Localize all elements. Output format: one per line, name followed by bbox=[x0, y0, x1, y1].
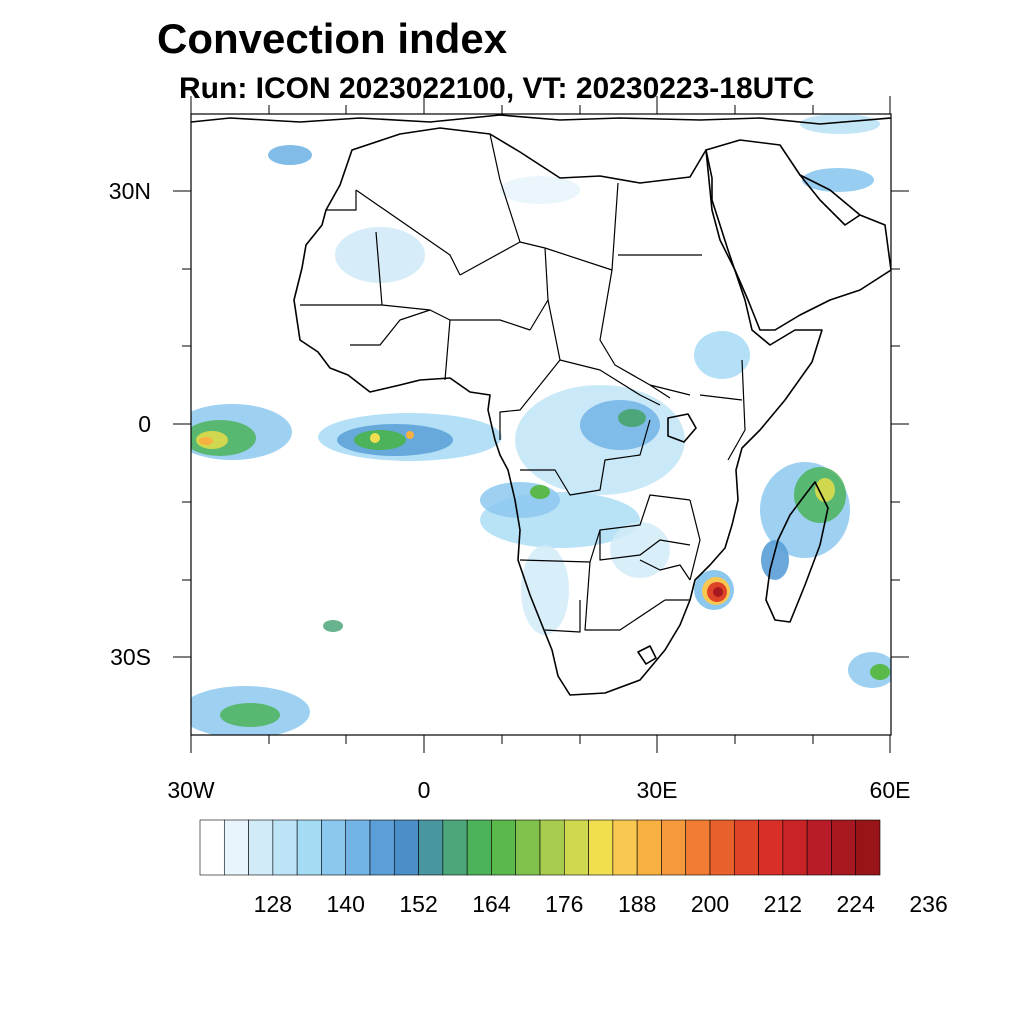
colorbar-cell bbox=[442, 819, 468, 876]
colorbar-tick-label: 152 bbox=[399, 891, 438, 917]
colorbar-cell bbox=[199, 819, 225, 876]
colorbar-cell bbox=[636, 819, 662, 876]
lat-label-0: 0 bbox=[138, 411, 151, 437]
coastlines bbox=[191, 114, 891, 696]
field-blob bbox=[335, 227, 425, 283]
border bbox=[355, 189, 461, 276]
colorbar-cell bbox=[733, 819, 759, 876]
colorbar bbox=[199, 819, 881, 876]
colorbar-tick-label: 224 bbox=[836, 891, 875, 917]
lat-ticks bbox=[173, 190, 909, 658]
africa-coastline bbox=[293, 127, 823, 696]
field-blob bbox=[870, 664, 890, 680]
colorbar-cell bbox=[831, 819, 857, 876]
chart-subtitle: Run: ICON 2023022100, VT: 20230223-18UTC bbox=[179, 72, 815, 105]
field-blob bbox=[800, 114, 880, 134]
field-blob bbox=[761, 540, 789, 580]
colorbar-cell bbox=[466, 819, 492, 876]
field-blob bbox=[354, 430, 406, 450]
lon-label-0: 0 bbox=[417, 777, 431, 803]
border bbox=[599, 269, 691, 396]
border bbox=[639, 559, 691, 581]
field-blob bbox=[323, 620, 343, 632]
colorbar-tick-label: 176 bbox=[545, 891, 584, 917]
field-blob bbox=[199, 437, 213, 445]
field-blob bbox=[802, 168, 874, 192]
colorbar-cell bbox=[612, 819, 638, 876]
field-blob bbox=[530, 485, 550, 499]
border bbox=[544, 600, 581, 633]
border bbox=[699, 394, 743, 401]
lon-label-30w: 30W bbox=[167, 777, 215, 803]
colorbar-cell bbox=[539, 819, 565, 876]
colorbar-tick-label: 164 bbox=[472, 891, 511, 917]
colorbar-cell bbox=[661, 819, 687, 876]
colorbar-tick-label: 188 bbox=[617, 891, 657, 917]
border bbox=[559, 359, 661, 406]
field-blob bbox=[815, 478, 835, 502]
colorbar-tick-label: 200 bbox=[690, 891, 730, 917]
colorbar-cell bbox=[248, 819, 274, 876]
persian-gulf bbox=[799, 174, 861, 226]
border bbox=[727, 359, 746, 461]
colorbar-cell bbox=[418, 819, 444, 876]
colorbar-cell bbox=[685, 819, 711, 876]
colorbar-cell bbox=[393, 819, 419, 876]
colorbar-tick-label: 236 bbox=[909, 891, 948, 917]
arabia-coastline bbox=[705, 139, 891, 331]
lon-label-30e: 30E bbox=[636, 777, 678, 803]
lake-victoria bbox=[667, 413, 697, 443]
country-borders bbox=[300, 133, 746, 633]
colorbar-cell bbox=[563, 819, 589, 876]
border bbox=[520, 419, 651, 496]
border bbox=[584, 561, 666, 631]
border bbox=[519, 494, 691, 563]
lon-ticks bbox=[190, 96, 891, 753]
colorbar-cell bbox=[272, 819, 298, 876]
lesotho bbox=[637, 645, 657, 665]
border bbox=[599, 530, 691, 561]
field-blob bbox=[370, 433, 380, 443]
field-blob bbox=[618, 409, 646, 427]
border bbox=[649, 384, 671, 399]
colorbar-tick-label: 212 bbox=[763, 891, 803, 917]
lon-label-60e: 60E bbox=[869, 777, 911, 803]
field-blob bbox=[220, 703, 280, 727]
border bbox=[326, 190, 357, 211]
border bbox=[444, 319, 451, 381]
colorbar-tick-label: 140 bbox=[326, 891, 365, 917]
cyclone-core bbox=[713, 587, 723, 597]
field-blob bbox=[521, 545, 569, 635]
colorbar-cell bbox=[758, 819, 784, 876]
madagascar-coastline bbox=[765, 481, 829, 623]
colorbar-tick-label: 128 bbox=[253, 891, 293, 917]
colorbar-cell bbox=[515, 819, 541, 876]
colorbar-cell bbox=[296, 819, 322, 876]
colorbar-cell bbox=[588, 819, 614, 876]
lat-label-30s: 30S bbox=[110, 644, 151, 670]
colorbar-cell bbox=[223, 819, 249, 876]
colorbar-cell bbox=[369, 819, 395, 876]
colorbar-cell bbox=[345, 819, 371, 876]
mediterranean-north bbox=[191, 114, 891, 125]
border bbox=[350, 309, 431, 346]
colorbar-cell bbox=[782, 819, 808, 876]
field-blob bbox=[268, 145, 312, 165]
field-blob bbox=[694, 331, 750, 379]
colorbar-cell bbox=[709, 819, 735, 876]
border bbox=[689, 499, 701, 581]
colorbar-cell bbox=[806, 819, 832, 876]
border bbox=[489, 133, 521, 243]
field-blob bbox=[500, 176, 580, 204]
colorbar-cell bbox=[491, 819, 517, 876]
field-blob bbox=[480, 482, 560, 518]
field-blob bbox=[610, 522, 670, 578]
colorbar-cell bbox=[855, 819, 881, 876]
lat-label-30n: 30N bbox=[108, 178, 151, 204]
border bbox=[499, 384, 541, 440]
colorbar-cell bbox=[321, 819, 347, 876]
field-blob bbox=[406, 431, 414, 439]
chart-title: Convection index bbox=[157, 15, 508, 62]
